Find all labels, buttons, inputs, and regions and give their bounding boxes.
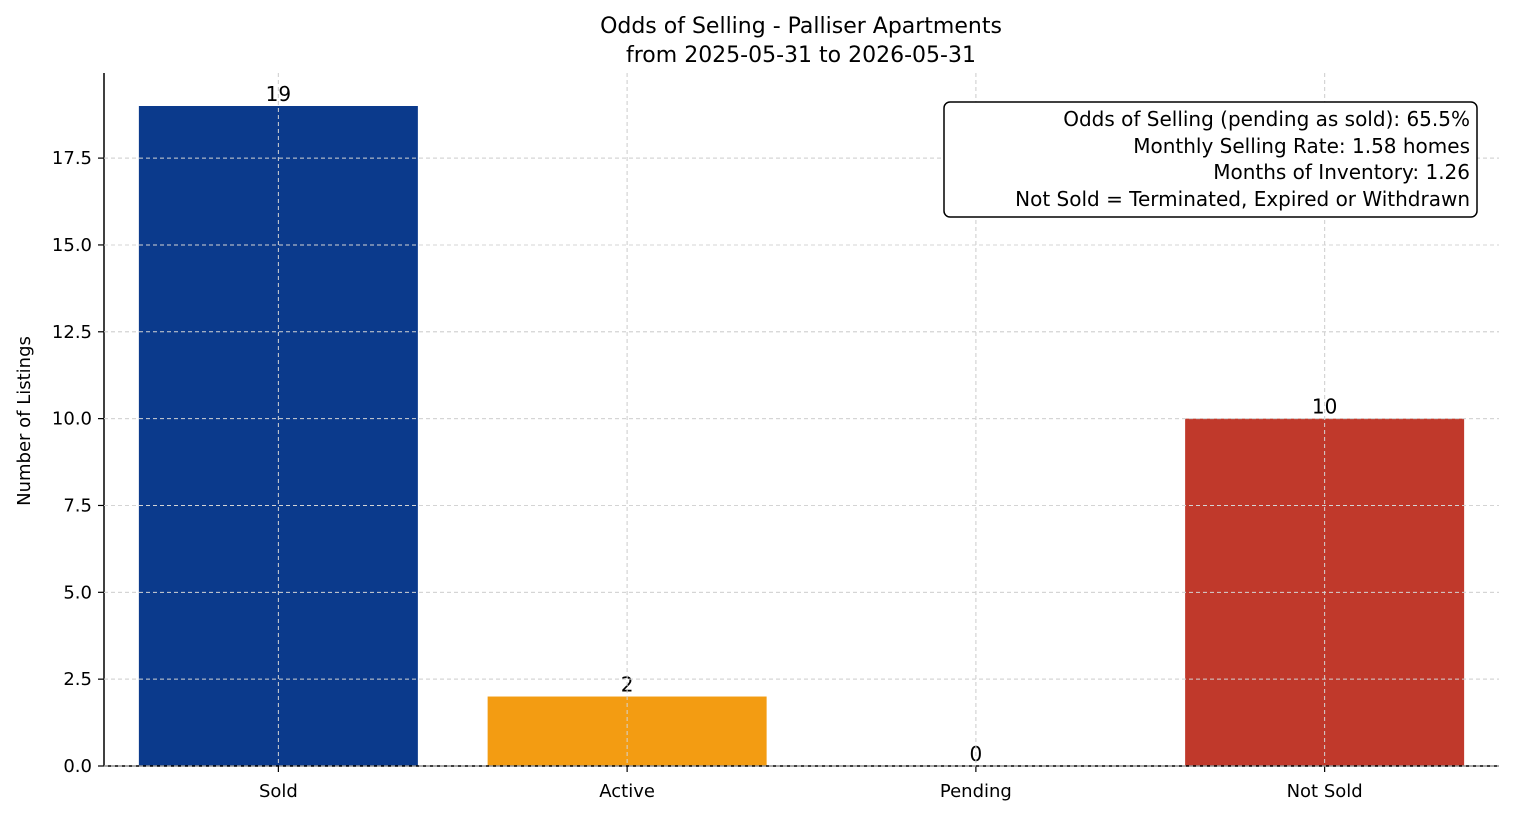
y-tick-label: 10.0 (52, 409, 92, 430)
y-tick-label: 7.5 (63, 495, 92, 516)
annotation-line-odds: Odds of Selling (pending as sold): 65.5% (1063, 107, 1470, 131)
annotation-frame (943, 101, 1478, 218)
y-tick-label: 5.0 (63, 582, 92, 603)
y-tick-label: 17.5 (52, 148, 92, 169)
x-tick-label: Pending (940, 781, 1012, 802)
chart-title: Odds of Selling - Palliser Apartments (600, 14, 1002, 39)
x-tick-label: Sold (259, 781, 298, 802)
bar-sold (138, 106, 418, 766)
x-tick-label: Active (599, 781, 655, 802)
y-axis-label: Number of Listings (14, 336, 35, 506)
annotation-line-rate: Monthly Selling Rate: 1.58 homes (1133, 134, 1470, 158)
annotation-line-definition: Not Sold = Terminated, Expired or Withdr… (1015, 187, 1470, 211)
y-tick-label: 15.0 (52, 235, 92, 256)
chart-subtitle: from 2025-05-31 to 2026-05-31 (626, 43, 976, 68)
y-tick-label: 12.5 (52, 322, 92, 343)
x-tick-label: Not Sold (1287, 781, 1363, 802)
annotation-box: Odds of Selling (pending as sold): 65.5%… (943, 101, 1478, 218)
y-tick-label: 2.5 (63, 669, 92, 690)
y-tick-label: 0.0 (63, 756, 92, 777)
annotation-line-inventory: Months of Inventory: 1.26 (1213, 160, 1470, 184)
